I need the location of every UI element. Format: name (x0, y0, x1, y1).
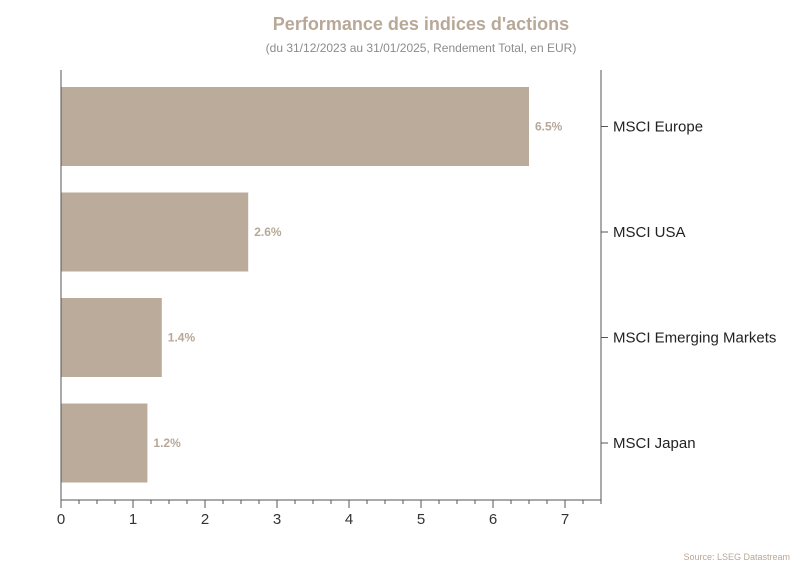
category-label-3: MSCI Japan (613, 435, 696, 452)
x-tick-label-0: 0 (57, 511, 65, 528)
x-tick-label-7: 7 (561, 511, 569, 528)
category-label-1: MSCI USA (613, 224, 686, 241)
bar-2 (61, 298, 162, 377)
x-tick-label-5: 5 (417, 511, 425, 528)
bar-1 (61, 192, 249, 272)
chart-subtitle: (du 31/12/2023 au 31/01/2025, Rendement … (266, 41, 577, 55)
x-tick-label-6: 6 (489, 511, 497, 528)
x-tick-label-3: 3 (273, 511, 281, 528)
data-label-0: 6.5% (535, 120, 563, 134)
plot-area: 6.5% MSCI Europe 2.6% MSCI USA 1.4% MSCI Emer… (57, 70, 776, 528)
data-label-2: 1.4% (168, 331, 196, 345)
data-label-1: 2.6% (254, 225, 282, 239)
bar-0 (61, 87, 529, 166)
x-tick-label-2: 2 (201, 511, 209, 528)
x-tick-label-1: 1 (129, 511, 137, 528)
source-note: Source: LSEG Datastream (683, 552, 790, 562)
category-label-0: MSCI Europe (613, 119, 703, 136)
x-tick-label-4: 4 (345, 511, 353, 528)
chart-title: Performance des indices d'actions (273, 14, 569, 34)
data-label-3: 1.2% (153, 436, 181, 450)
bar-3 (61, 403, 148, 483)
category-label-2: MSCI Emerging Markets (613, 330, 776, 347)
